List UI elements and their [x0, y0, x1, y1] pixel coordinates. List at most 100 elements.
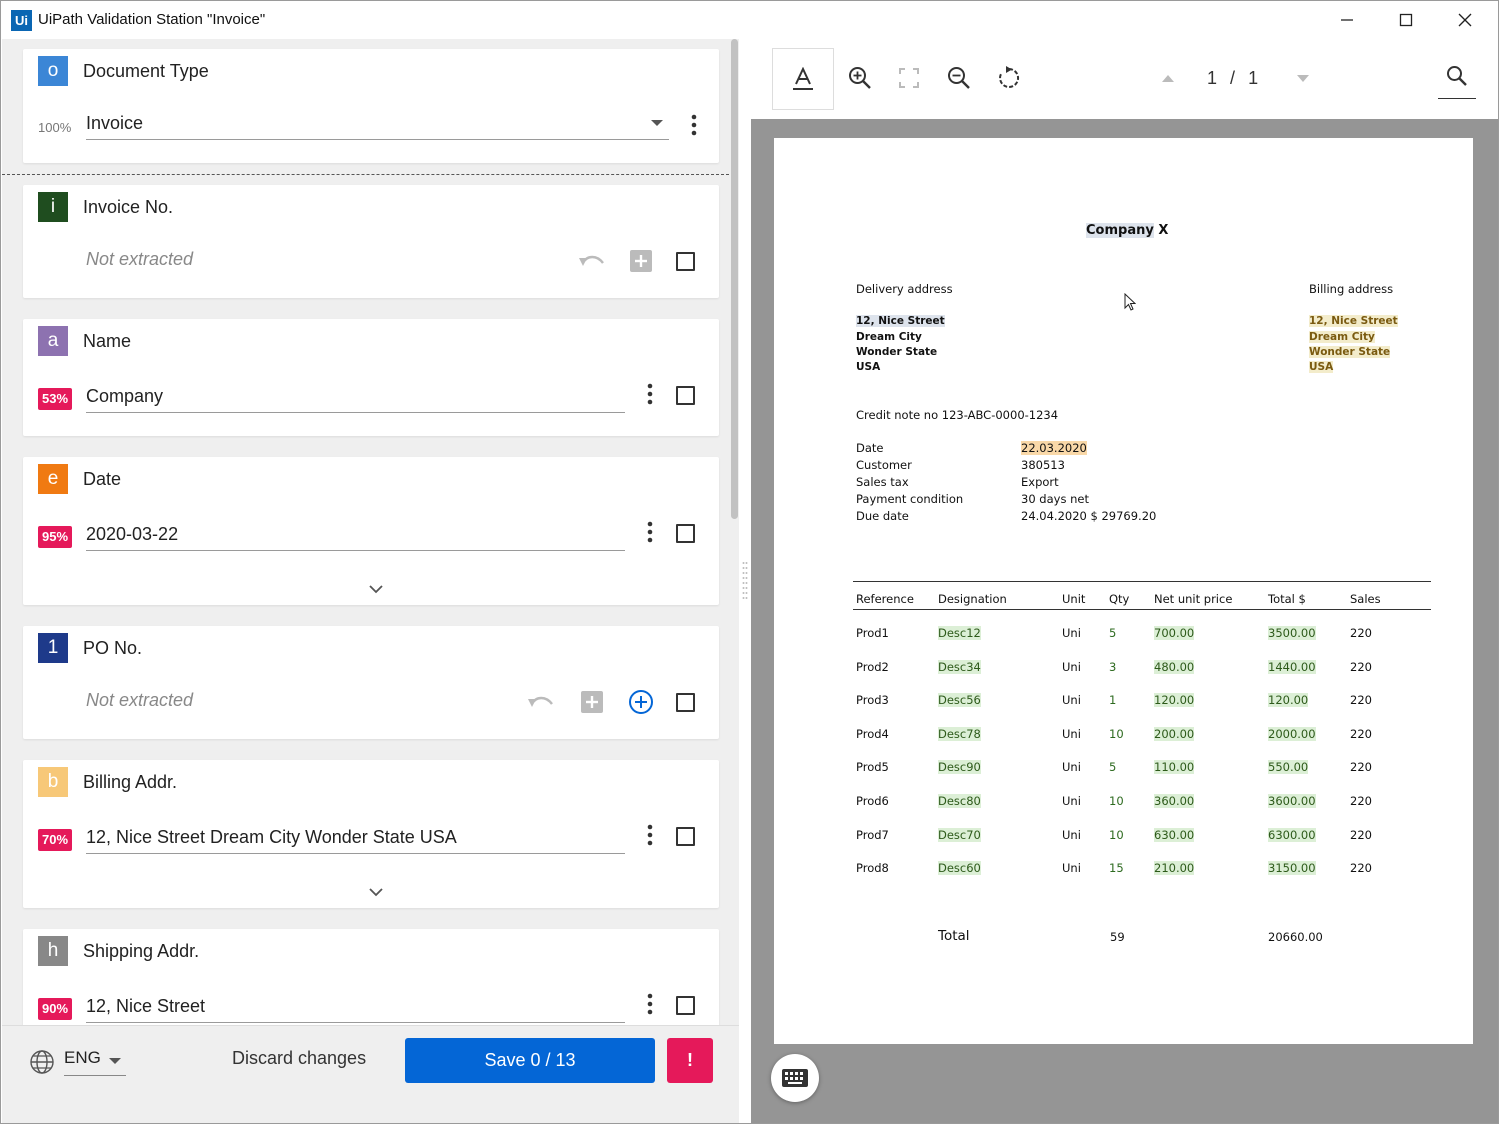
- search-underline: [1438, 98, 1476, 99]
- document-page[interactable]: Company X Delivery address Billing addre…: [774, 138, 1473, 1044]
- billing-addr-badge: b: [38, 767, 68, 797]
- confirm-checkbox[interactable]: [676, 252, 695, 271]
- doc-table-header: Total $: [1268, 592, 1306, 606]
- doc-table-cell: 550.00: [1268, 760, 1309, 775]
- doc-billing-line: 12, Nice Street: [1309, 315, 1398, 327]
- text-mode-button[interactable]: [772, 48, 834, 110]
- doc-table-cell: Desc56: [938, 693, 981, 708]
- document-type-badge: o: [38, 56, 68, 86]
- add-value-button[interactable]: [628, 689, 654, 715]
- doc-table-cell: Uni: [1062, 760, 1081, 775]
- add-box-icon: [581, 691, 603, 713]
- shipping-addr-badge: h: [38, 936, 68, 966]
- add-field-button[interactable]: [629, 249, 653, 273]
- doc-table-cell: Desc90: [938, 760, 981, 775]
- zoom-in-icon: [849, 67, 871, 89]
- minimize-button[interactable]: [1318, 1, 1376, 39]
- add-field-button[interactable]: [580, 690, 604, 714]
- more-vert-icon: [691, 114, 697, 136]
- discard-changes-button[interactable]: Discard changes: [232, 1048, 367, 1068]
- chevron-down-icon: [651, 120, 663, 126]
- save-button[interactable]: Save 0 / 13: [405, 1038, 655, 1083]
- shipping-addr-input[interactable]: 12, Nice Street: [86, 991, 625, 1023]
- maximize-button[interactable]: [1377, 1, 1435, 39]
- confirm-checkbox[interactable]: [676, 524, 695, 543]
- document-canvas[interactable]: Company X Delivery address Billing addre…: [751, 119, 1498, 1123]
- zoom-out-button[interactable]: [944, 63, 974, 93]
- name-input[interactable]: Company: [86, 381, 625, 413]
- date-input[interactable]: 2020-03-22: [86, 519, 625, 551]
- warning-button[interactable]: !: [667, 1038, 713, 1083]
- po-no-card: 1 PO No. Not extracted: [23, 626, 719, 739]
- rotate-button[interactable]: [994, 63, 1024, 93]
- window-title: UiPath Validation Station "Invoice": [38, 11, 266, 28]
- doc-info-value: 30 days net: [1021, 492, 1089, 506]
- doc-table-cell: Uni: [1062, 827, 1081, 842]
- more-options-button[interactable]: [684, 112, 704, 138]
- more-vert-icon: [647, 824, 653, 846]
- undo-button[interactable]: [578, 247, 606, 275]
- doc-company-letter[interactable]: X: [1158, 223, 1169, 238]
- doc-info-value: 22.03.2020: [1021, 441, 1087, 455]
- date-badge: e: [38, 464, 68, 494]
- doc-info-label: Due date: [856, 509, 909, 523]
- doc-table-cell: 220: [1350, 693, 1372, 708]
- viewer-toolbar: 1 / 1: [751, 39, 1498, 119]
- document-type-card: o Document Type 100% Invoice: [23, 49, 719, 163]
- add-circle-icon: [629, 690, 653, 714]
- doc-table-cell: Uni: [1062, 626, 1081, 640]
- doc-billing-line: Dream City: [1309, 331, 1375, 343]
- more-vert-icon: [647, 993, 653, 1015]
- arrow-down-icon: [1297, 74, 1309, 82]
- fields-scrollbar[interactable]: [729, 39, 739, 1025]
- language-label: ENG: [64, 1048, 101, 1067]
- fields-panel: o Document Type 100% Invoice i Invoice N…: [2, 39, 739, 1123]
- add-box-icon: [630, 250, 652, 272]
- keyboard-shortcuts-button[interactable]: [771, 1054, 819, 1102]
- confirm-checkbox[interactable]: [676, 827, 695, 846]
- doc-table-cell: Prod3: [856, 693, 889, 708]
- billing-addr-input[interactable]: 12, Nice Street Dream City Wonder State …: [86, 822, 625, 854]
- po-no-placeholder: Not extracted: [86, 690, 194, 710]
- invoice-no-card: i Invoice No. Not extracted: [23, 185, 719, 298]
- search-button[interactable]: [1442, 61, 1472, 91]
- confirm-checkbox[interactable]: [676, 996, 695, 1015]
- language-selector[interactable]: ENG: [29, 1046, 129, 1078]
- doc-delivery-line: USA: [856, 361, 881, 373]
- panel-splitter[interactable]: [739, 39, 751, 1123]
- expand-button[interactable]: [366, 581, 386, 597]
- document-viewer-panel: 1 / 1 Company X: [751, 39, 1498, 1123]
- po-no-title: PO No.: [83, 638, 143, 658]
- zoom-in-button[interactable]: [845, 63, 875, 93]
- more-vert-icon: [647, 521, 653, 543]
- doc-table-header: Qty: [1109, 592, 1130, 606]
- doc-table-top-rule: [853, 581, 1431, 582]
- doc-info-value: 380513: [1021, 458, 1065, 472]
- more-options-button[interactable]: [640, 822, 660, 848]
- doc-total-qty: 59: [1110, 930, 1125, 944]
- previous-page-button[interactable]: [1153, 63, 1183, 93]
- name-card: a Name 53% Company: [23, 319, 719, 436]
- name-badge: a: [38, 326, 68, 356]
- doc-table-cell: Desc12: [938, 626, 981, 640]
- doc-table-cell: 210.00: [1154, 861, 1195, 876]
- undo-button[interactable]: [527, 688, 555, 716]
- more-options-button[interactable]: [640, 381, 660, 407]
- expand-button[interactable]: [366, 884, 386, 900]
- doc-table-cell: 220: [1350, 760, 1372, 775]
- globe-icon: [30, 1050, 54, 1074]
- doc-table-cell: 6300.00: [1268, 827, 1316, 842]
- doc-company-word[interactable]: Company: [1086, 223, 1154, 238]
- fit-page-button[interactable]: [894, 63, 924, 93]
- maximize-icon: [1399, 13, 1413, 27]
- confirm-checkbox[interactable]: [676, 693, 695, 712]
- doc-table-header: Sales: [1350, 592, 1381, 606]
- confirm-checkbox[interactable]: [676, 386, 695, 405]
- doc-table-header: Designation: [938, 592, 1007, 606]
- next-page-button[interactable]: [1288, 63, 1318, 93]
- close-button[interactable]: [1436, 1, 1494, 39]
- more-options-button[interactable]: [640, 519, 660, 545]
- scrollbar-thumb[interactable]: [731, 39, 738, 519]
- more-options-button[interactable]: [640, 991, 660, 1017]
- document-type-select[interactable]: Invoice: [86, 108, 669, 140]
